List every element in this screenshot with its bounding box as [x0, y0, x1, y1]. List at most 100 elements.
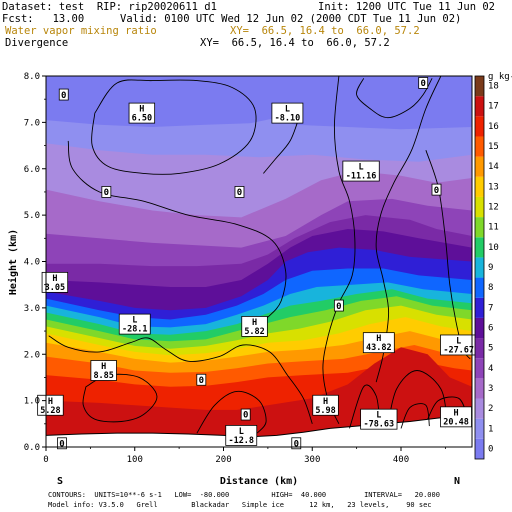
y-tick-label: 1.0 [24, 397, 40, 407]
y-tick-label: 4.0 [24, 258, 40, 268]
svg-text:0: 0 [243, 411, 248, 421]
y-tick-label: 5.0 [24, 211, 40, 221]
hl-value: 5.82 [244, 327, 264, 337]
colorbar-label: 8 [488, 283, 493, 293]
model-info-line: Model info: V3.5.0 Grell Blackadar Simpl… [48, 501, 432, 509]
zero-label: 0 [57, 437, 67, 449]
hl-type: H [101, 362, 106, 372]
x-axis-title: Distance (km) [220, 475, 298, 487]
hl-value: 5.28 [40, 406, 60, 416]
low-label: L-27.67 [440, 334, 478, 355]
hl-type: L [456, 336, 461, 346]
high-low-labels: H6.50L-8.10L-11.16H3.05L-28.1H5.82H43.82… [37, 102, 478, 446]
forecast-hour: Fcst: 13.00 [2, 13, 85, 25]
dataset-line: Dataset: test RIP: rip20020611 d1 [2, 1, 217, 13]
zero-label: 0 [101, 186, 112, 198]
svg-text:0: 0 [59, 439, 64, 449]
zero-label: 0 [291, 437, 302, 449]
hl-type: H [139, 105, 144, 115]
high-label: H43.82 [362, 332, 395, 353]
contour-info-line: CONTOURS: UNITS=10**-6 s-1 LOW= -80.000 … [48, 491, 440, 499]
endpoint-south: S [57, 476, 63, 487]
zero-label: 0 [431, 183, 442, 196]
colorbar-label: 6 [488, 323, 493, 333]
divergence-contour [48, 335, 313, 424]
hl-value: -12.8 [228, 436, 254, 446]
zero-label: 0 [240, 408, 251, 421]
colorbar-label: 10 [488, 243, 499, 253]
high-label: H5.82 [241, 316, 268, 337]
high-label: H6.50 [128, 102, 156, 124]
colorbar-swatch [475, 338, 484, 359]
x-tick-label: 400 [393, 455, 409, 465]
colorbar-frame [474, 75, 485, 460]
divergence-contour [387, 370, 448, 427]
colorbar-label: 11 [488, 223, 499, 233]
colorbar-label: 18 [488, 82, 499, 92]
colorbar-swatch [475, 136, 484, 157]
y-axis-title: Height (km) [7, 229, 19, 295]
colorbar-label: 0 [488, 444, 493, 454]
x-tick-label: 0 [43, 455, 48, 465]
low-label: L-8.10 [271, 102, 304, 124]
y-tick-label: 2.0 [24, 350, 40, 360]
colorbar-swatch [475, 297, 484, 318]
zero-label: 0 [234, 186, 245, 198]
divergence-contour [67, 140, 287, 327]
divergence-contour [91, 79, 257, 175]
colorbar-swatch [475, 378, 484, 399]
colorbar-label: 13 [488, 182, 499, 192]
terrain-mask [46, 413, 472, 447]
x-tick-label: 200 [215, 455, 231, 465]
high-label: H5.28 [37, 394, 64, 416]
divergence-contour [400, 403, 430, 429]
colorbar-swatch [475, 76, 484, 97]
low-label: L-28.1 [118, 313, 151, 335]
hl-type: H [376, 334, 381, 344]
svg-text:0: 0 [294, 439, 299, 449]
hl-value: 6.50 [132, 114, 152, 124]
colorbar-swatch [475, 156, 484, 177]
colorbar-swatch [475, 418, 484, 439]
field-title-mixing-ratio: Water vapor mixing ratio [5, 25, 157, 37]
low-label: L-12.8 [225, 425, 258, 446]
hl-value: -8.10 [275, 114, 301, 124]
valid-time: Valid: 0100 UTC Wed 12 Jun 02 (2000 CDT … [120, 13, 462, 25]
hl-type: H [323, 397, 328, 407]
colorbar-label: 4 [488, 364, 493, 374]
high-label: H5.98 [312, 394, 339, 416]
svg-text:0: 0 [420, 79, 425, 89]
x-tick-label: 300 [304, 455, 320, 465]
hl-type: L [359, 163, 364, 173]
colorbar-label: 7 [488, 303, 493, 313]
svg-text:0: 0 [237, 188, 242, 198]
svg-text:0: 0 [336, 302, 341, 312]
high-label: H3.05 [41, 271, 69, 293]
hl-type: H [252, 318, 257, 328]
mixing-ratio-shading [46, 76, 472, 447]
hl-type: L [132, 316, 137, 326]
colorbar-swatch [475, 438, 484, 459]
zero-label: 0 [196, 373, 207, 386]
field-xy-mixing-ratio: XY= 66.5, 16.4 to 66.0, 57.2 [230, 25, 420, 37]
hl-value: -11.16 [346, 172, 377, 182]
divergence-contour [196, 390, 267, 434]
svg-text:0: 0 [199, 376, 204, 386]
hl-type: H [48, 397, 53, 407]
colorbar-swatch [475, 237, 484, 258]
colorbar-swatch [475, 176, 484, 197]
colorbar-label: 15 [488, 142, 499, 152]
low-label: L-78.63 [360, 408, 398, 430]
zero-label: 0 [333, 299, 344, 312]
y-tick-label: 8.0 [24, 72, 40, 82]
colorbar-label: 12 [488, 203, 499, 213]
hl-value: 8.85 [93, 371, 113, 381]
hl-value: 5.98 [315, 406, 335, 416]
y-tick-label: 3.0 [24, 304, 40, 314]
svg-text:0: 0 [61, 91, 66, 101]
colorbar-swatch [475, 196, 484, 218]
high-label: H20.48 [440, 406, 472, 427]
colorbar-swatch [475, 116, 484, 137]
colorbar-swatch [475, 257, 484, 278]
